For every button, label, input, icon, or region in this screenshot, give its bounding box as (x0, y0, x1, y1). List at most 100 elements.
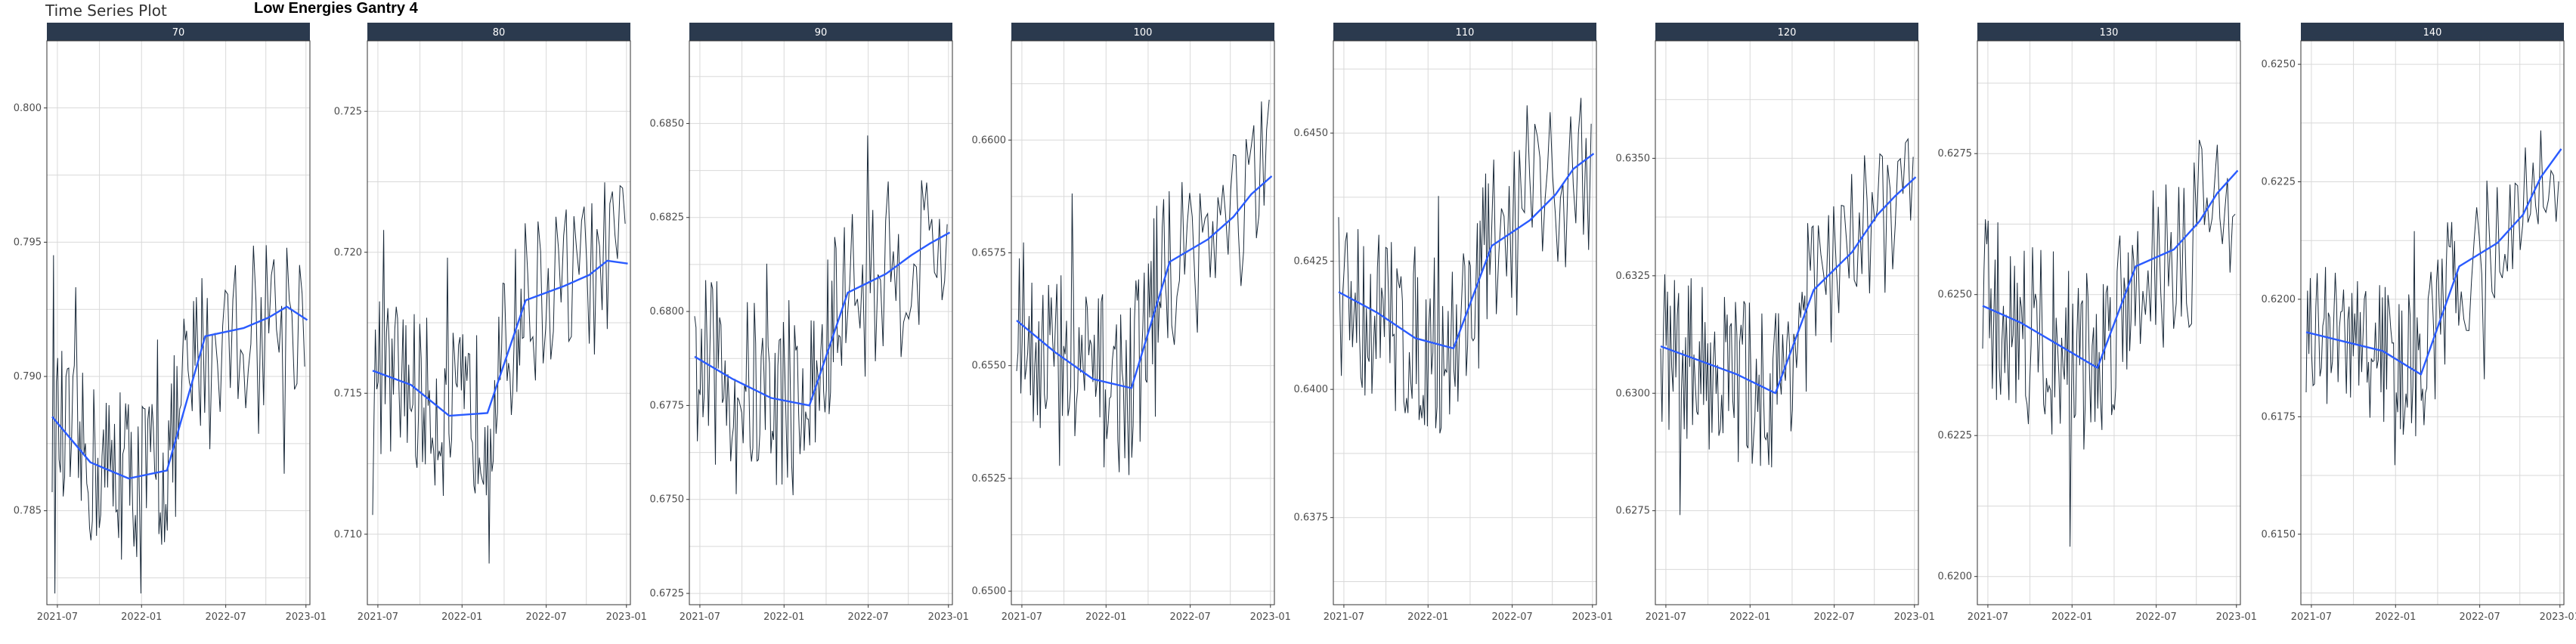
smoothed-series-line (51, 305, 308, 480)
x-tick-label: 2022-01 (1085, 611, 1126, 623)
y-tick-label: 0.6225 (2262, 177, 2296, 188)
panel-background (2301, 41, 2564, 605)
facet-strip (689, 23, 952, 41)
x-tick-label: 2021-07 (1968, 611, 2008, 623)
y-tick-label: 0.6850 (650, 118, 685, 129)
y-tick-label: 0.6400 (1294, 384, 1329, 395)
y-tick-label: 0.6275 (1938, 148, 1973, 159)
y-tick-label: 0.6225 (1938, 430, 1973, 441)
x-tick-label: 2023-01 (1894, 611, 1935, 623)
x-tick-label: 2022-01 (121, 611, 162, 623)
facet-strip-label: 140 (2423, 27, 2442, 39)
smoothed-series-line (2305, 148, 2562, 376)
chart-title: Low Energies Gantry 4 (254, 0, 418, 17)
y-tick-label: 0.6575 (972, 247, 1007, 259)
x-tick-label: 2022-01 (2051, 611, 2092, 623)
x-tick-label: 2022-01 (1729, 611, 1770, 623)
facet-strip-label: 120 (1778, 27, 1797, 39)
smoothed-series-line (1016, 175, 1273, 389)
panel-background (689, 41, 952, 605)
x-tick-label: 2022-07 (205, 611, 246, 623)
panel-border (1655, 40, 1919, 605)
y-tick-label: 0.725 (334, 106, 362, 117)
panel-border (1333, 40, 1597, 605)
facet-strip-label: 90 (815, 27, 828, 39)
y-tick-label: 0.720 (334, 247, 362, 259)
y-tick-label: 0.6825 (650, 212, 685, 224)
panel-border (689, 40, 953, 605)
smoothed-series-line (1338, 153, 1595, 350)
y-tick-label: 0.6500 (972, 586, 1007, 597)
y-tick-label: 0.6275 (1616, 506, 1651, 517)
x-tick-label: 2023-01 (2540, 611, 2576, 623)
facet-strip-label: 110 (1456, 27, 1475, 39)
facet-strip (1977, 23, 2240, 41)
x-tick-label: 2021-07 (2291, 611, 2332, 623)
x-tick-label: 2021-07 (680, 611, 720, 623)
y-tick-label: 0.715 (334, 388, 362, 399)
panel-border (46, 40, 311, 605)
y-tick-label: 0.6525 (972, 473, 1007, 485)
x-tick-label: 2023-01 (2216, 611, 2257, 623)
raw-series-line (1016, 99, 1270, 475)
facet-strip (1655, 23, 1918, 41)
panel-background (1333, 41, 1596, 605)
raw-series-line (1338, 98, 1592, 434)
x-tick-label: 2021-07 (1002, 611, 1042, 623)
x-tick-label: 2022-01 (441, 611, 482, 623)
raw-series-line (1982, 139, 2236, 547)
y-tick-label: 0.800 (14, 103, 42, 114)
x-tick-label: 2022-07 (1813, 611, 1854, 623)
x-tick-label: 2022-07 (2135, 611, 2176, 623)
x-tick-label: 2023-01 (606, 611, 647, 623)
x-tick-label: 2022-07 (2459, 611, 2500, 623)
smoothed-series-line (694, 231, 951, 407)
x-tick-label: 2021-07 (358, 611, 398, 623)
y-tick-label: 0.6325 (1616, 271, 1651, 282)
facet-strip (2301, 23, 2564, 41)
y-tick-label: 0.795 (14, 237, 42, 248)
y-tick-label: 0.6300 (1616, 388, 1651, 399)
x-tick-label: 2023-01 (286, 611, 327, 623)
panel-border (1977, 40, 2241, 605)
x-tick-label: 2021-07 (1324, 611, 1364, 623)
x-tick-label: 2021-07 (1646, 611, 1686, 623)
y-tick-label: 0.6775 (650, 400, 685, 411)
facet-strip (1011, 23, 1274, 41)
x-tick-label: 2022-01 (1407, 611, 1448, 623)
x-tick-label: 2022-01 (763, 611, 804, 623)
y-tick-label: 0.785 (14, 506, 42, 517)
facet-strip-label: 100 (1134, 27, 1153, 39)
x-tick-label: 2022-07 (1169, 611, 1210, 623)
facet-strip-label: 80 (493, 27, 506, 39)
facet-strip (1333, 23, 1596, 41)
smoothed-series-line (1660, 176, 1917, 395)
y-tick-label: 0.6375 (1294, 512, 1329, 524)
facet-strip-label: 130 (2100, 27, 2119, 39)
y-tick-label: 0.6250 (1938, 289, 1973, 301)
y-tick-label: 0.6800 (650, 306, 685, 317)
x-tick-label: 2022-01 (2375, 611, 2416, 623)
panel-background (47, 41, 310, 605)
raw-series-line (1660, 138, 1914, 516)
y-tick-label: 0.6150 (2262, 529, 2296, 540)
y-tick-label: 0.6750 (650, 494, 685, 506)
y-tick-label: 0.6250 (2262, 59, 2296, 70)
x-tick-label: 2023-01 (1250, 611, 1291, 623)
y-tick-label: 0.6450 (1294, 128, 1329, 139)
facet-strip (367, 23, 630, 41)
x-tick-label: 2022-07 (847, 611, 888, 623)
y-tick-label: 0.6600 (972, 135, 1007, 146)
y-tick-label: 0.6200 (1938, 571, 1973, 583)
y-tick-label: 0.710 (334, 529, 362, 540)
y-tick-label: 0.6350 (1616, 153, 1651, 164)
panel-border (2300, 40, 2565, 605)
raw-series-line (51, 245, 305, 594)
panel-border (367, 40, 631, 605)
x-tick-label: 2023-01 (1572, 611, 1613, 623)
facet-strip-label: 70 (172, 27, 185, 39)
raw-series-line (2305, 130, 2559, 466)
x-tick-label: 2022-07 (525, 611, 566, 623)
app-title: Time Series Plot (45, 2, 167, 20)
